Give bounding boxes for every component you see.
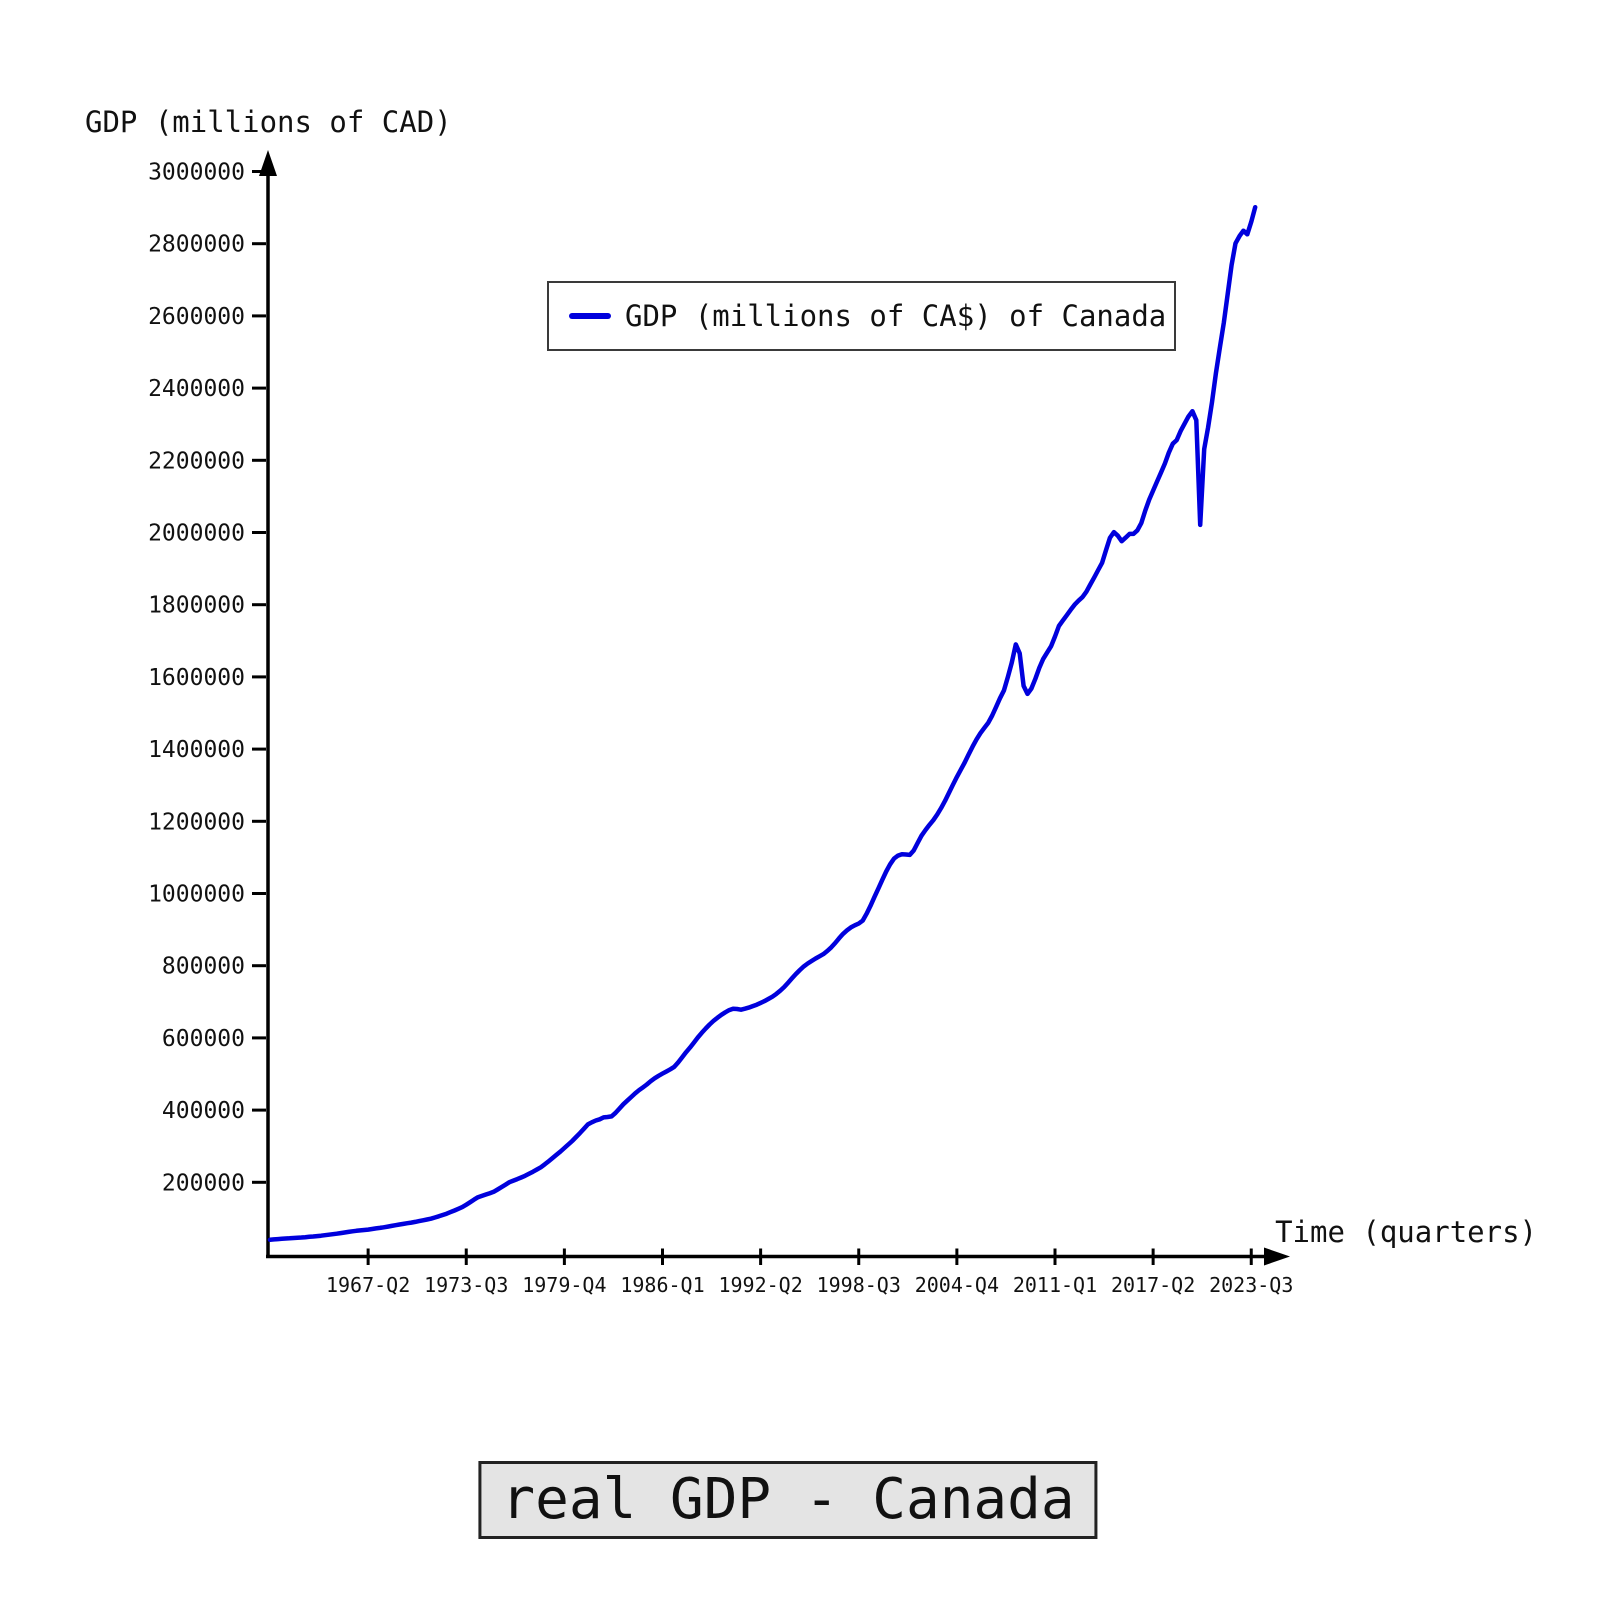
y-tick-label: 2000000 [148,521,245,547]
y-tick-label: 2600000 [148,304,245,330]
y-tick-label: 800000 [162,954,245,980]
x-axis-arrow-icon [1264,1247,1290,1266]
x-tick-label: 1986-Q1 [620,1273,704,1297]
x-tick-label: 1979-Q4 [522,1273,606,1297]
y-tick-label: 3000000 [148,160,245,186]
y-tick-label: 2400000 [148,376,245,402]
x-tick-label: 2023-Q3 [1209,1273,1293,1297]
legend: GDP (millions of CA$) of Canada [547,281,1176,351]
x-tick-label: 1967-Q2 [326,1273,410,1297]
y-tick-label: 1000000 [148,882,245,908]
x-axis-ticks: 1967-Q2 1973-Q3 1979-Q4 1986-Q1 1992-Q2 1998-… [326,1248,1293,1297]
y-axis-ticks: 200000 400000 600000 800000 1000000 1200000 14… [148,160,266,1196]
x-tick-label: 2017-Q2 [1111,1273,1195,1297]
y-axis-title: GDP (millions of CAD) [85,105,452,139]
y-tick-label: 1800000 [148,593,245,619]
legend-line-swatch [569,313,611,319]
y-tick-label: 2200000 [148,448,245,474]
gdp-series-line [267,204,1258,1243]
y-tick-label: 2800000 [148,232,245,258]
x-tick-label: 1973-Q3 [424,1273,508,1297]
legend-label: GDP (millions of CA$) of Canada [625,299,1167,333]
y-tick-label: 600000 [162,1026,245,1052]
y-axis-arrow-icon [259,150,277,176]
x-axis-title: Time (quarters) [1275,1215,1537,1249]
y-tick-label: 400000 [162,1098,245,1124]
x-tick-label: 2004-Q4 [915,1273,999,1297]
chart-title: real GDP - Canada [478,1461,1098,1540]
y-tick-label: 1400000 [148,737,245,763]
y-tick-label: 1200000 [148,809,245,835]
x-tick-label: 2011-Q1 [1013,1273,1097,1297]
y-tick-label: 200000 [162,1170,245,1196]
x-tick-label: 1992-Q2 [718,1273,802,1297]
x-tick-label: 1998-Q3 [817,1273,901,1297]
y-tick-label: 1600000 [148,665,245,691]
